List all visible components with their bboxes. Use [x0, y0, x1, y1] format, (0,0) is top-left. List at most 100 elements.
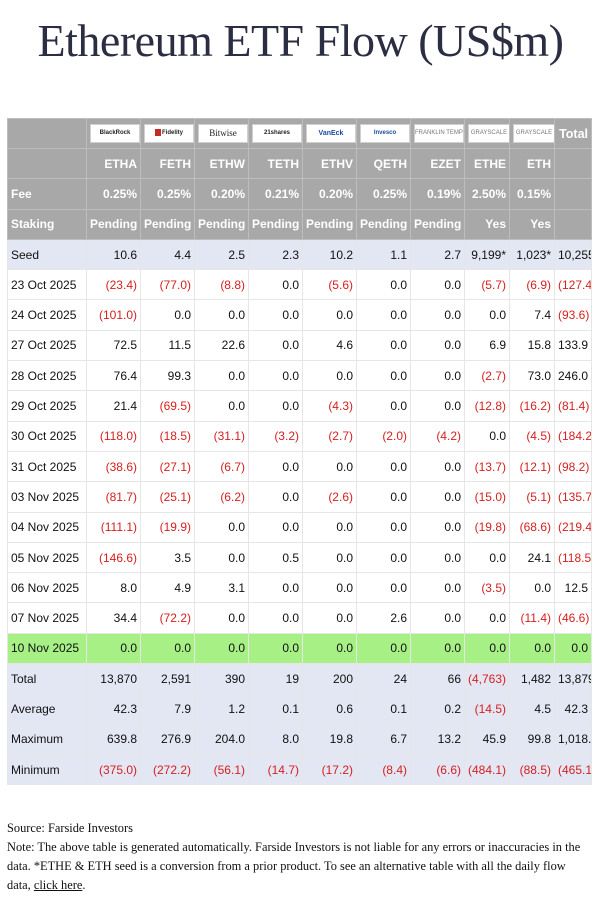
flow-cell: 0.0	[410, 450, 465, 483]
flow-cell: 0.0	[356, 450, 411, 483]
row-date: 06 Nov 2025	[7, 572, 87, 604]
summary-cell: 0.6	[302, 693, 357, 725]
flow-cell: (6.2)	[194, 481, 249, 513]
source-note: Source: Farside Investors	[7, 821, 133, 835]
summary-cell: 2,591	[140, 663, 195, 695]
summary-cell: (14.7)	[248, 753, 303, 786]
flow-cell: 0.0	[248, 269, 303, 301]
flow-cell: 0.0	[464, 632, 510, 665]
summary-cell: (375.0)	[86, 753, 141, 786]
blackrock-logo: BlackRock	[90, 124, 140, 143]
summary-label: Average	[7, 693, 87, 725]
flow-cell: 76.4	[86, 360, 141, 392]
summary-cell: 4.5	[509, 693, 555, 725]
flow-cell: (69.5)	[140, 390, 195, 422]
summary-row-average: Average 42.3 7.9 1.2 0.1 0.6 0.1 0.2 (14.5) 4.5 42…	[7, 693, 592, 725]
flow-cell: (146.6)	[86, 541, 141, 574]
summary-cell: 639.8	[86, 723, 141, 755]
flow-cell: 6.9	[464, 329, 510, 362]
summary-cell: (272.2)	[140, 753, 195, 786]
seed-cell: 10.6	[86, 238, 141, 271]
flow-cell: 0.0	[248, 511, 303, 543]
summary-cell: 13,879	[554, 663, 592, 695]
footer-notes: Source: Farside Investors Note: The abov…	[7, 819, 591, 895]
ticker-ethv: ETHV	[302, 147, 357, 180]
flow-cell: (38.6)	[86, 450, 141, 483]
daily-flow-row: 31 Oct 2025 (38.6) (27.1) (6.7) 0.0 0.0 0.0 0.0…	[7, 450, 592, 483]
flow-cell: 0.0	[356, 572, 411, 604]
flow-cell: (19.9)	[140, 511, 195, 543]
flow-cell: 0.0	[410, 572, 465, 604]
flow-cell: 0.0	[302, 360, 357, 392]
summary-cell: 6.7	[356, 723, 411, 755]
staking-cell: Pending	[86, 208, 141, 240]
summary-cell: (465.1)	[554, 753, 592, 786]
flow-cell: (127.4)	[554, 269, 592, 301]
summary-cell: 42.3	[554, 693, 592, 725]
seed-cell: 10.2	[302, 238, 357, 271]
flow-cell: 0.0	[302, 632, 357, 665]
flow-cell: 3.5	[140, 541, 195, 574]
staking-total-blank	[554, 208, 592, 240]
staking-label: Staking	[7, 208, 87, 240]
flow-cell: 0.0	[248, 360, 303, 392]
fee-cell: 0.15%	[509, 178, 555, 210]
flow-cell: (15.0)	[464, 481, 510, 513]
summary-cell: 19	[248, 663, 303, 695]
summary-cell: 0.1	[248, 693, 303, 725]
daily-flow-row: 07 Nov 2025 34.4 (72.2) 0.0 0.0 0.0 2.6 0.0 0.0(…	[7, 602, 592, 634]
daily-flow-row: 30 Oct 2025 (118.0) (18.5) (31.1) (3.2) (2.7)…	[7, 420, 592, 452]
summary-cell: (484.1)	[464, 753, 510, 786]
21shares-logo: 21shares	[252, 124, 302, 143]
flow-cell: (101.0)	[86, 299, 141, 331]
flow-cell: 0.0	[509, 572, 555, 604]
flow-cell: 0.0	[248, 481, 303, 513]
row-date: 03 Nov 2025	[7, 481, 87, 513]
ticker-row-label	[7, 147, 87, 180]
fidelity-logo: Fidelity	[144, 124, 194, 143]
flow-cell: 0.0	[356, 299, 411, 331]
fee-cell: 0.25%	[86, 178, 141, 210]
flow-cell: 0.0	[248, 450, 303, 483]
flow-cell: 0.0	[194, 390, 249, 422]
summary-cell: (6.6)	[410, 753, 465, 786]
flow-cell: (13.7)	[464, 450, 510, 483]
flow-cell: (19.8)	[464, 511, 510, 543]
flow-cell: 246.0	[554, 360, 592, 392]
flow-cell: 0.0	[302, 572, 357, 604]
flow-cell: (93.6)	[554, 299, 592, 331]
seed-cell: 2.7	[410, 238, 465, 271]
row-date: 23 Oct 2025	[7, 269, 87, 301]
summary-cell: (17.2)	[302, 753, 357, 786]
invesco-logo: Invesco	[360, 124, 410, 143]
flow-cell: 0.0	[248, 602, 303, 634]
summary-row-maximum: Maximum 639.8 276.9 204.0 8.0 19.8 6.7 13.2 45.9…	[7, 723, 592, 755]
flow-cell: 0.0	[464, 299, 510, 331]
flow-cell: 0.0	[356, 269, 411, 301]
staking-cell: Pending	[140, 208, 195, 240]
flow-cell: 72.5	[86, 329, 141, 362]
flow-cell: (2.7)	[464, 360, 510, 392]
flow-cell: (6.9)	[509, 269, 555, 301]
flow-cell: (5.1)	[509, 481, 555, 513]
flow-cell: 133.9	[554, 329, 592, 362]
row-date: 24 Oct 2025	[7, 299, 87, 331]
grayscale-logo: GRAYSCALE	[513, 124, 554, 143]
flow-cell: 0.0	[302, 299, 357, 331]
flow-cell: (18.5)	[140, 420, 195, 452]
flow-cell: 0.0	[302, 450, 357, 483]
flow-cell: (4.2)	[410, 420, 465, 452]
alternative-table-link[interactable]: click here	[33, 878, 83, 892]
staking-cell: Yes	[464, 208, 510, 240]
page-title: Ethereum ETF Flow (US$m)	[37, 15, 564, 66]
logo-cell: GRAYSCALE	[509, 118, 555, 149]
flow-cell: (81.7)	[86, 481, 141, 513]
flow-cell: (31.1)	[194, 420, 249, 452]
summary-cell: 99.8	[509, 723, 555, 755]
flow-cell: 0.0	[464, 602, 510, 634]
flow-cell: (5.7)	[464, 269, 510, 301]
flow-cell: 0.0	[356, 632, 411, 665]
seed-cell: 1.1	[356, 238, 411, 271]
daily-flow-row: 23 Oct 2025 (23.4) (77.0) (8.8) 0.0 (5.6) 0.0 0…	[7, 269, 592, 301]
flow-cell: (27.1)	[140, 450, 195, 483]
